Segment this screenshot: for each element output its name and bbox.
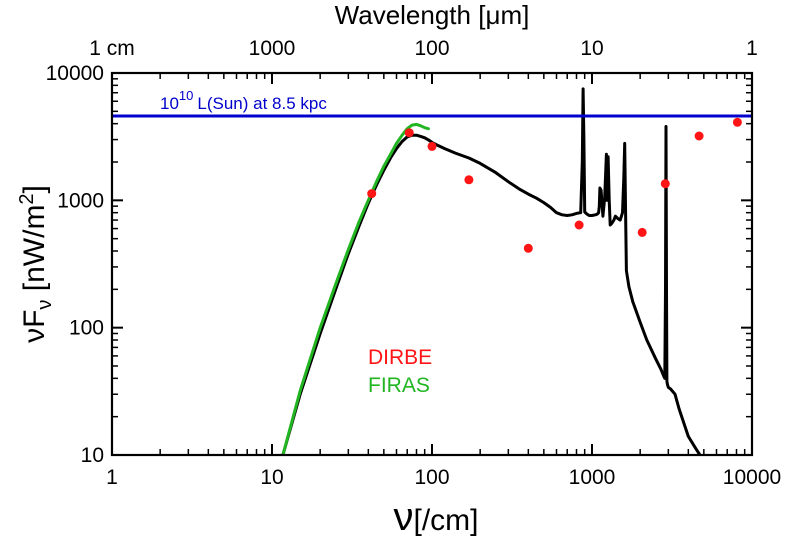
reference-line: 1010 L(Sun) at 8.5 kpc	[112, 88, 752, 118]
top-tick-label: 1	[746, 37, 758, 60]
y-tick-label: 10	[81, 444, 104, 467]
series-layer	[281, 87, 742, 455]
y-axis-ticks: 10 100 1000 10000	[46, 62, 752, 467]
top-axis-title-text: Wavelength [μm]	[335, 0, 530, 30]
x-axis-title: ν[/cm]	[394, 495, 479, 538]
x-tick-label: 10000	[723, 466, 781, 489]
series-line-firas	[281, 122, 430, 455]
data-point-dirbe	[637, 227, 647, 237]
y-axis-title-nu: ν	[18, 328, 51, 343]
data-point-dirbe	[404, 128, 414, 138]
legend: DIRBE FIRAS	[368, 346, 432, 397]
data-point-dirbe	[694, 131, 704, 141]
y-tick-label: 10000	[46, 62, 104, 85]
y-axis-title-sub: ν	[34, 300, 56, 310]
data-point-dirbe	[660, 179, 670, 189]
top-axis-ticks: 1 cm 1000 100 10 1	[89, 37, 758, 84]
x-axis-title-text: ν[/cm]	[394, 495, 479, 538]
data-point-dirbe	[523, 243, 533, 253]
y-axis-title-f: F	[18, 310, 51, 328]
x-axis-title-nu: ν	[394, 495, 414, 538]
top-tick-label: 10	[580, 37, 603, 60]
top-tick-label: 1000	[249, 37, 296, 60]
top-axis-title-mu: μ	[485, 0, 500, 30]
data-point-dirbe	[367, 189, 377, 199]
legend-label-dirbe: DIRBE	[368, 346, 432, 369]
data-point-dirbe	[574, 220, 584, 230]
x-tick-label: 100	[414, 466, 449, 489]
y-axis-title-unit: [nW/m	[18, 205, 51, 300]
plot-frame	[110, 71, 754, 457]
x-axis-title-unit: [/cm]	[414, 504, 479, 537]
top-tick-label: 1 cm	[89, 37, 135, 60]
y-tick-label: 1000	[57, 189, 104, 212]
y-tick-label: 100	[69, 317, 104, 340]
top-axis-title: Wavelength [μm]	[335, 0, 530, 30]
x-tick-label: 1000	[569, 466, 616, 489]
x-tick-label: 1	[106, 466, 118, 489]
reference-label: 1010 L(Sun) at 8.5 kpc	[160, 88, 327, 113]
data-point-dirbe	[732, 117, 742, 127]
y-axis-title-sup: 2	[16, 193, 38, 204]
series-line-model	[281, 87, 702, 455]
y-axis-title-text: νFν [nW/m2]	[16, 185, 56, 343]
data-point-dirbe	[464, 175, 474, 185]
top-axis-title-end: m]	[500, 0, 529, 30]
reference-label-base: 10	[160, 94, 179, 113]
reference-label-exp: 10	[179, 88, 193, 103]
top-axis-title-start: Wavelength [	[335, 0, 487, 30]
top-tick-label: 100	[414, 37, 449, 60]
legend-label-firas: FIRAS	[368, 374, 430, 397]
data-point-dirbe	[427, 141, 437, 151]
y-axis-title-close: ]	[18, 185, 51, 193]
x-axis-ticks: 1 10 100 1000 10000	[106, 444, 781, 489]
x-tick-label: 10	[260, 466, 283, 489]
y-axis-title: νFν [nW/m2]	[16, 185, 56, 343]
reference-label-rest: L(Sun) at 8.5 kpc	[197, 94, 327, 113]
